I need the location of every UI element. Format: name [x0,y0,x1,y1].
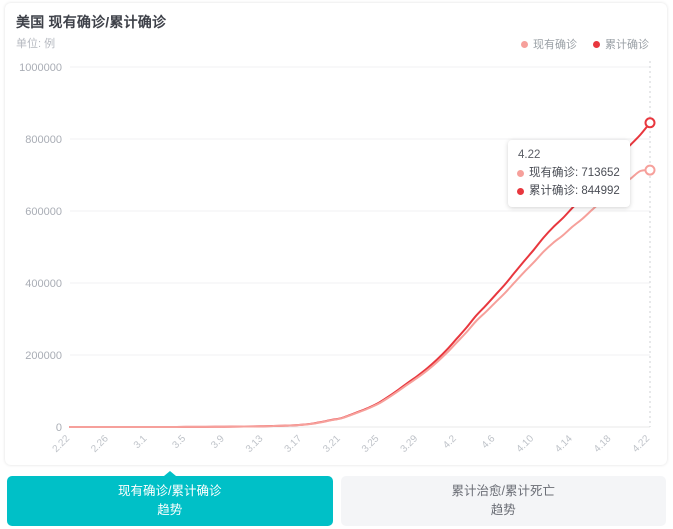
legend-label-cumulative: 累计确诊 [605,39,649,51]
svg-text:600000: 600000 [25,206,62,218]
svg-text:3.9: 3.9 [209,433,227,451]
tab-cured-deaths-trend-line1: 累计治愈/累计死亡 [451,484,555,499]
chart-unit-label: 单位: 例 [16,38,56,50]
end-point-markers [644,61,656,427]
svg-text:4.10: 4.10 [515,433,537,455]
series-lines [69,121,651,428]
chart-card: 美国 现有确诊/累计确诊 单位: 例 现有确诊 累计确诊 0 200000 4000… [5,3,667,465]
tab-cured-deaths-trend[interactable]: 累计治愈/累计死亡 趋势 [340,476,666,526]
svg-text:200000: 200000 [25,350,62,362]
y-axis-tick-labels: 0 200000 400000 600000 800000 1000000 [19,62,62,434]
chart-plot-area[interactable]: 0 200000 400000 600000 800000 1000000 2.22 2.2… [5,55,667,455]
tab-cured-deaths-trend-line2: 趋势 [490,503,516,517]
tooltip-dot-cumulative-icon [517,187,524,195]
tooltip-text-existing: 现有确诊: 713652 [529,167,620,180]
x-axis-tick-labels: 2.22 2.26 3.1 3.5 3.9 3.13 3.17 3.21 3.25 3.29 4.2… [51,433,653,455]
legend-dot-existing-icon [521,40,528,48]
svg-text:4.6: 4.6 [480,433,498,451]
svg-text:800000: 800000 [25,134,62,146]
svg-text:2.26: 2.26 [89,433,111,455]
svg-text:4.18: 4.18 [592,433,614,455]
tooltip-text-cumulative: 累计确诊: 844992 [529,185,620,198]
svg-text:4.2: 4.2 [441,433,459,451]
svg-text:400000: 400000 [25,278,62,290]
gridlines [70,66,650,428]
svg-text:3.1: 3.1 [132,433,150,451]
tooltip-row-existing: 现有确诊: 713652 [517,164,620,182]
svg-text:4.14: 4.14 [553,433,575,455]
tab-existing-cumulative-trend-line1: 现有确诊/累计确诊 [118,484,222,499]
chart-tooltip: 4.22 现有确诊: 713652 累计确诊: 844992 [508,140,630,208]
page-title: 美国 现有确诊/累计确诊 [16,14,167,30]
svg-text:3.17: 3.17 [283,433,305,455]
tooltip-dot-existing-icon [517,169,524,177]
tab-bar: 现有确诊/累计确诊 趋势 累计治愈/累计死亡 趋势 [7,471,666,526]
svg-text:4.22: 4.22 [631,433,653,455]
svg-text:3.5: 3.5 [171,433,189,451]
svg-text:1000000: 1000000 [19,62,62,74]
legend-item-cumulative[interactable]: 累计确诊 [593,36,649,52]
svg-text:2.22: 2.22 [51,433,73,455]
svg-text:3.25: 3.25 [360,433,382,455]
svg-text:3.29: 3.29 [399,433,421,455]
chart-legend: 现有确诊 累计确诊 [521,36,649,52]
svg-text:0: 0 [56,422,62,434]
svg-text:3.21: 3.21 [321,433,343,455]
legend-dot-cumulative-icon [593,40,600,48]
tooltip-date: 4.22 [518,149,541,161]
tooltip-row-cumulative: 累计确诊: 844992 [517,182,620,200]
legend-label-existing: 现有确诊 [533,39,577,51]
tab-existing-cumulative-trend-line2: 趋势 [157,503,183,517]
svg-text:3.13: 3.13 [244,433,266,455]
tab-existing-cumulative-trend[interactable]: 现有确诊/累计确诊 趋势 [7,471,333,526]
legend-item-existing[interactable]: 现有确诊 [521,36,577,52]
tab-active-notch-icon [163,471,176,476]
